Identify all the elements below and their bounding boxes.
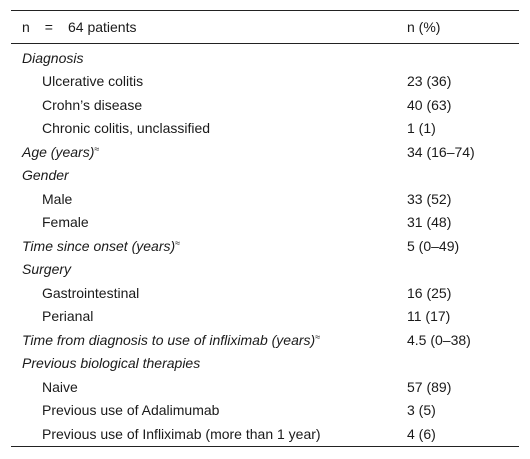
row-label-text: Ulcerative colitis (42, 73, 144, 90)
row-label-text: Time since onset (years) (22, 237, 176, 254)
row-label-text: Age (years) (22, 143, 95, 160)
row-sub-label: Male (11, 187, 407, 211)
row-label-text: Gastrointestinal (42, 284, 140, 301)
approx-footnote-mark: ≈ (175, 237, 181, 248)
row-category-label: Previous biological therapies (11, 352, 407, 376)
row-value: 57 (89) (407, 378, 452, 395)
row-sub-label: Crohn’s disease (11, 93, 407, 117)
row-value: 23 (36) (407, 73, 452, 90)
table-row: Crohn’s disease 40 (63) (11, 93, 519, 117)
row-value: 3 (5) (407, 402, 436, 419)
row-label-text: Naive (42, 378, 78, 395)
table-row: Female 31 (48) (11, 211, 519, 235)
row-label-text: Gender (22, 167, 69, 184)
row-label-text: Crohn’s disease (42, 96, 143, 113)
row-value: 4.5 (0–38) (407, 331, 471, 348)
row-label-text: Diagnosis (22, 49, 84, 66)
header-n-symbol: n (22, 19, 30, 35)
table-row: Time from diagnosis to use of infliximab… (11, 328, 519, 352)
row-sub-label: Ulcerative colitis (11, 70, 407, 94)
header-row: n = 64 patients n (%) (11, 11, 519, 44)
row-label-text: Previous use of Infliximab (more than 1 … (42, 425, 321, 442)
table-row: Naive 57 (89) (11, 375, 519, 399)
row-sub-label: Naive (11, 375, 407, 399)
table-row: Previous use of Adalimumab 3 (5) (11, 399, 519, 423)
row-value: 40 (63) (407, 96, 452, 113)
row-label-text: Perianal (42, 308, 94, 325)
row-sub-label: Previous use of Adalimumab (11, 399, 407, 423)
table-row: Previous biological therapies (11, 352, 519, 376)
table-row: Surgery (11, 258, 519, 282)
row-category-label: Diagnosis (11, 44, 407, 70)
table-row: Male 33 (52) (11, 187, 519, 211)
row-sub-label: Perianal (11, 305, 407, 329)
row-category-label: Time since onset (years)≈ (11, 234, 407, 258)
patient-characteristics-table-container: n = 64 patients n (%) Diagnosis Ulcerative … (11, 10, 519, 447)
row-value (407, 164, 519, 188)
row-label-text: Chronic colitis, unclassified (42, 120, 211, 137)
row-value: 33 (52) (407, 190, 452, 207)
table-row: Chronic colitis, unclassified 1 (1) (11, 117, 519, 141)
row-category-label: Time from diagnosis to use of infliximab… (11, 328, 407, 352)
row-value: 4 (6) (407, 425, 436, 442)
row-value: 31 (48) (407, 214, 452, 231)
table-row: Perianal 11 (17) (11, 305, 519, 329)
approx-footnote-mark: ≈ (315, 331, 321, 342)
table-row: Gender (11, 164, 519, 188)
header-value-cell: n (%) (407, 11, 519, 44)
row-value: 16 (25) (407, 284, 452, 301)
row-sub-label: Female (11, 211, 407, 235)
row-sub-label: Gastrointestinal (11, 281, 407, 305)
row-value: 5 (0–49) (407, 237, 460, 254)
row-label-text: Surgery (22, 261, 72, 278)
row-label-text: Previous use of Adalimumab (42, 402, 220, 419)
table-row: Time since onset (years)≈ 5 (0–49) (11, 234, 519, 258)
row-value: 34 (16–74) (407, 143, 475, 160)
table-row: Ulcerative colitis 23 (36) (11, 70, 519, 94)
header-patients-cell: n = 64 patients (11, 11, 407, 44)
header-value-label: n (%) (407, 19, 441, 35)
row-category-label: Age (years)≈ (11, 140, 407, 164)
header-patient-count: 64 patients (67, 19, 137, 35)
row-label-text: Male (42, 190, 73, 207)
row-value: 1 (1) (407, 120, 436, 137)
row-value (407, 258, 519, 282)
table-row: Previous use of Infliximab (more than 1 … (11, 422, 519, 446)
row-value (407, 352, 519, 376)
row-sub-label: Chronic colitis, unclassified (11, 117, 407, 141)
row-value (407, 44, 519, 70)
row-label-text: Previous biological therapies (22, 355, 201, 372)
row-category-label: Surgery (11, 258, 407, 282)
row-category-label: Gender (11, 164, 407, 188)
table-row: Diagnosis (11, 44, 519, 70)
header-equals: = (44, 19, 53, 35)
row-label-text: Female (42, 214, 89, 231)
table-row: Age (years)≈ 34 (16–74) (11, 140, 519, 164)
row-value: 11 (17) (407, 308, 451, 325)
row-label-text: Time from diagnosis to use of infliximab… (22, 331, 316, 348)
table-row: Gastrointestinal 16 (25) (11, 281, 519, 305)
patient-characteristics-table: n = 64 patients n (%) Diagnosis Ulcerative … (11, 10, 519, 447)
approx-footnote-mark: ≈ (94, 143, 100, 154)
row-sub-label: Previous use of Infliximab (more than 1 … (11, 422, 407, 446)
table-header: n = 64 patients n (%) (11, 11, 519, 44)
table-body: Diagnosis Ulcerative colitis 23 (36) Crohn’… (11, 44, 519, 447)
